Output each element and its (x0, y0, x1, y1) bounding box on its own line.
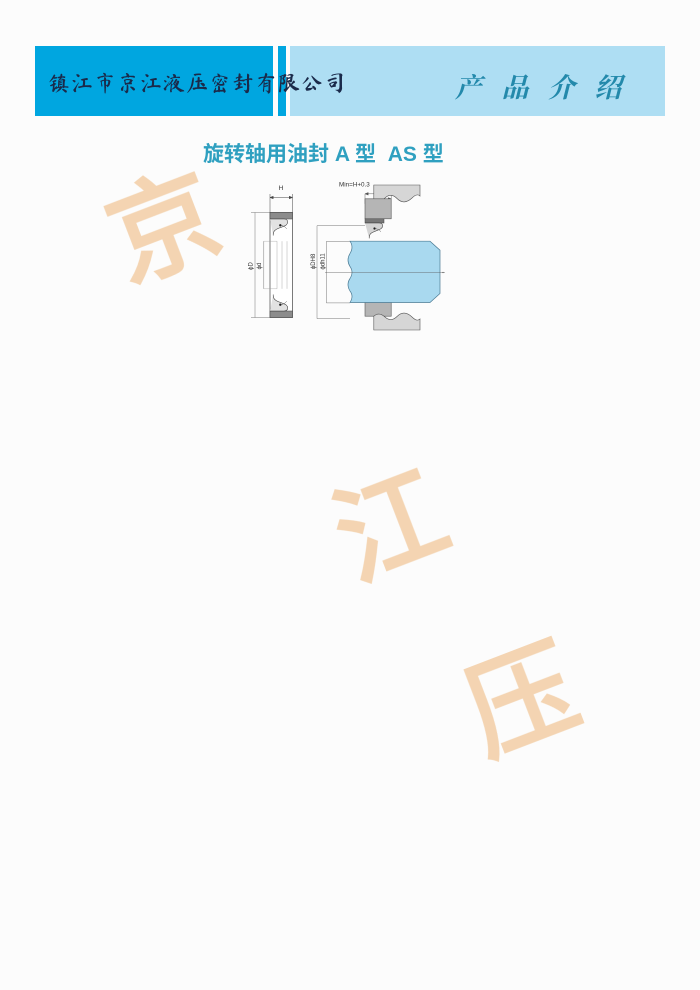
svg-text:ϕD: ϕD (249, 261, 255, 269)
svg-text:压: 压 (450, 625, 594, 777)
svg-text:京: 京 (92, 152, 236, 304)
svg-text:Min=H+0.3: Min=H+0.3 (339, 182, 370, 189)
svg-text:ϕd: ϕd (257, 263, 263, 270)
svg-text:H: H (279, 185, 284, 192)
svg-text:ϕdh11: ϕdh11 (320, 253, 326, 270)
svg-text:江: 江 (319, 450, 463, 602)
svg-text:ϕDH8: ϕDH8 (311, 253, 317, 269)
